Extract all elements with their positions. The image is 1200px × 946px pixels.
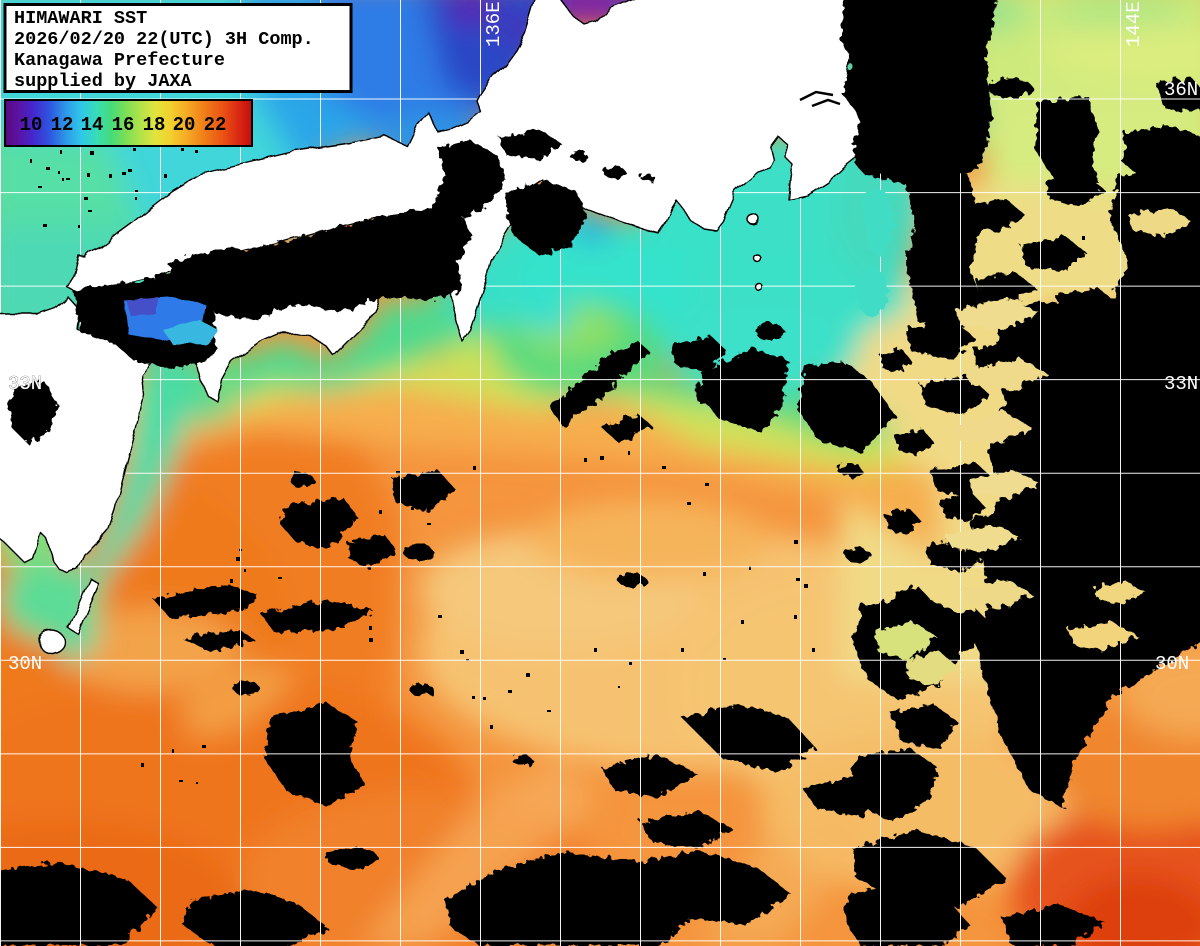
svg-text:30N: 30N — [8, 653, 42, 675]
svg-text:16: 16 — [112, 114, 135, 136]
svg-text:supplied by JAXA: supplied by JAXA — [14, 71, 193, 92]
svg-text:18: 18 — [143, 114, 166, 136]
svg-text:12: 12 — [51, 114, 74, 136]
svg-text:Kanagawa Prefecture: Kanagawa Prefecture — [14, 50, 225, 71]
svg-text:33N: 33N — [8, 373, 42, 395]
svg-text:22: 22 — [204, 114, 227, 136]
svg-text:2026/02/20 22(UTC) 3H Comp.: 2026/02/20 22(UTC) 3H Comp. — [14, 29, 314, 50]
svg-text:36N: 36N — [1164, 79, 1198, 101]
svg-text:33N: 33N — [1164, 373, 1198, 395]
svg-text:136E: 136E — [483, 1, 505, 47]
svg-text:HIMAWARI SST: HIMAWARI SST — [14, 8, 147, 29]
svg-text:20: 20 — [173, 114, 196, 136]
svg-text:10: 10 — [20, 114, 43, 136]
svg-text:144E: 144E — [1123, 1, 1145, 47]
svg-text:14: 14 — [81, 114, 104, 136]
svg-text:30N: 30N — [1155, 653, 1189, 675]
